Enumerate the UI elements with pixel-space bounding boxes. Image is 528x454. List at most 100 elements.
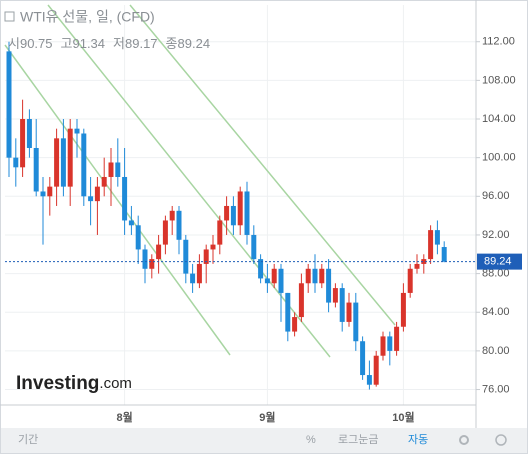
y-tick-label: 108.00 (482, 74, 516, 86)
candle-body (33, 147, 39, 192)
candle-body (94, 186, 100, 202)
candle-body (414, 263, 420, 269)
candle-body (332, 288, 338, 303)
candle-body (387, 336, 393, 351)
candle-body (400, 292, 406, 327)
candle-body (278, 268, 284, 293)
candle-body (244, 191, 250, 235)
ohlc-label: 시 (8, 36, 20, 51)
candle-body (108, 162, 114, 177)
y-tick-label: 96.00 (482, 190, 510, 202)
candle-body (156, 244, 162, 260)
channel-line (129, 4, 396, 326)
candle-body (394, 326, 400, 351)
candle-body (428, 230, 434, 260)
grid (5, 5, 476, 405)
ohlc-label: 저 (113, 36, 125, 51)
candle-body (6, 51, 12, 158)
candle-body (101, 176, 107, 187)
candle-body (88, 196, 94, 202)
last-price-label: 89.24 (484, 256, 512, 268)
candle-body (251, 234, 257, 260)
candle-body (26, 119, 32, 148)
toolbar-button[interactable]: 자동 (408, 433, 428, 446)
y-tick-label: 88.00 (482, 268, 510, 280)
candle-body (366, 375, 372, 385)
ohlc-value: 91.34 (72, 36, 105, 51)
candle-body (183, 239, 189, 274)
candle-body (292, 317, 298, 332)
candle-body (115, 162, 121, 177)
candle-body (421, 259, 427, 264)
y-tick-label: 92.00 (482, 229, 510, 241)
ohlc-label: 고 (61, 36, 73, 51)
candle-body (54, 138, 60, 187)
candle-body (67, 128, 73, 187)
candle-body (190, 273, 196, 284)
candle-body (122, 176, 128, 221)
candle-body (312, 268, 318, 284)
candle-body (128, 220, 134, 226)
logo-suffix: .com (99, 375, 132, 392)
candle-body (434, 230, 440, 245)
y-tick-label: 80.00 (482, 345, 510, 357)
candle-body (264, 278, 270, 284)
axis: 76.00 80.00 84.00 88.00 92.00 96.00 100.00 104.… (5, 36, 522, 424)
candle-body (135, 225, 141, 250)
candle-body (326, 268, 332, 303)
ohlc-header: 시90.75 고91.34 저89.17 종89.24 (8, 36, 210, 51)
candle-body (224, 205, 230, 221)
candle-body (210, 244, 216, 250)
candle-body (47, 186, 53, 197)
toolbar (1, 428, 527, 453)
toolbar-button[interactable]: 기간 (18, 433, 38, 446)
x-tick-label: 10월 (392, 410, 414, 424)
candle-body (20, 119, 26, 168)
candle-body (339, 288, 345, 322)
logo-name: Investing (16, 373, 99, 394)
candle-body (196, 263, 202, 284)
candle-body (360, 341, 366, 376)
fullscreen-icon[interactable] (495, 434, 507, 446)
menu-icon[interactable] (4, 11, 15, 22)
candle-body (203, 249, 209, 264)
ohlc-value: 89.17 (125, 36, 158, 51)
candle-body (237, 191, 243, 226)
candle-body (353, 302, 359, 342)
x-tick-label: 9월 (259, 410, 275, 424)
candle-body (230, 205, 236, 226)
channel-line (47, 4, 331, 358)
candle-body (441, 247, 447, 262)
toolbar-button[interactable]: % (306, 434, 316, 446)
channel-line (4, 44, 231, 356)
candle-body (40, 191, 46, 197)
ohlc-value: 89.24 (178, 36, 211, 51)
candle-body (217, 220, 223, 245)
candle-body (74, 128, 80, 134)
candle-body (298, 283, 304, 318)
candle-body (162, 220, 168, 245)
y-tick-label: 112.00 (482, 36, 515, 48)
x-tick-label: 8월 (116, 410, 132, 424)
toolbar-button[interactable]: 로그눈금 (338, 433, 378, 446)
candle-body (81, 133, 87, 197)
y-tick-label: 84.00 (482, 306, 510, 318)
settings-icon[interactable] (459, 435, 469, 445)
candle-body (149, 259, 155, 269)
candle-body (142, 249, 148, 269)
logo: Investing.com (16, 373, 132, 394)
candle-body (380, 336, 386, 356)
candle-body (285, 292, 291, 332)
candle-body (407, 268, 413, 293)
candle-body (13, 157, 19, 168)
candle-body (305, 268, 311, 284)
candles (6, 41, 447, 390)
candle-body (373, 355, 379, 385)
candle-body (271, 268, 277, 284)
candle-body (258, 259, 264, 279)
y-tick-label: 76.00 (482, 383, 510, 395)
candle-body (346, 302, 352, 322)
candle-body (169, 210, 175, 221)
